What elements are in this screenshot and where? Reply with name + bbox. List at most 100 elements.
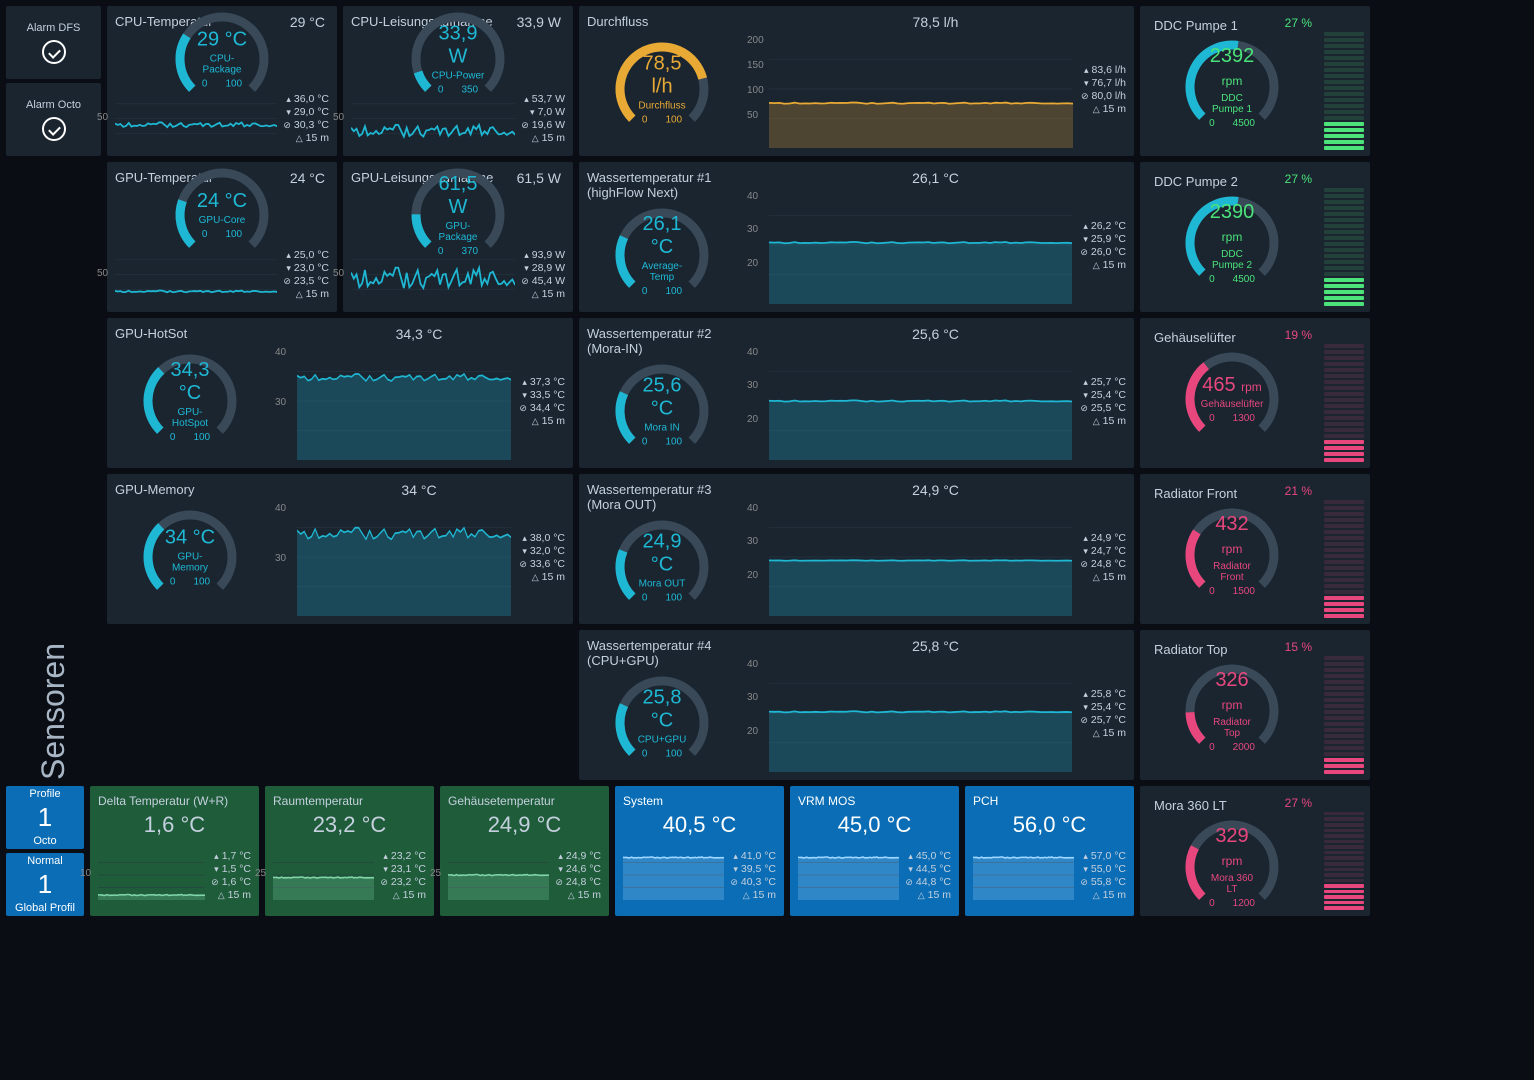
- panel-top-value: 33,9 W: [517, 14, 561, 30]
- panel-gpu-temp[interactable]: GPU-Temperatur 24 °C 24 °C GPU-Core 0100…: [107, 162, 337, 312]
- stats: 57,0 °C55,0 °C55,8 °C15 m: [1080, 850, 1126, 901]
- panel-radiator-front[interactable]: Radiator Front 21 % 432 rpm Radiator Fro…: [1140, 474, 1370, 624]
- panel-title: Delta Temperatur (W+R): [98, 794, 251, 808]
- panel-value: 56,0 °C: [973, 812, 1126, 838]
- mini-chart: 25: [273, 850, 374, 900]
- panel-cpu-power[interactable]: CPU-Leisungsaufnahme 33,9 W 33,9 W CPU-P…: [343, 6, 573, 156]
- panel-title: DDC Pumpe 1: [1154, 18, 1238, 33]
- alarm-column: Alarm DFS Alarm Octo: [6, 6, 101, 156]
- profile-value: 1: [38, 869, 52, 900]
- panel-delta-temp[interactable]: Delta Temperatur (W+R) 1,6 °C 10 1,7 °C1…: [90, 786, 259, 916]
- profile-global[interactable]: Normal 1 Global Profil: [6, 853, 84, 916]
- fan-bars: [1324, 12, 1364, 150]
- panel-title: VRM MOS: [798, 794, 951, 808]
- panel-water-temp-2[interactable]: Wassertemperatur #2 (Mora-IN) 25,6 °C Mo…: [579, 318, 1134, 468]
- chart: 403020: [769, 498, 1072, 616]
- gauge: 34,3 °C GPU-HotSpot 0100: [135, 346, 245, 456]
- mini-chart: [623, 850, 724, 900]
- fan-percent: 15 %: [1285, 640, 1312, 654]
- mini-chart: 50 25,0 °C23,0 °C23,5 °C15 m: [115, 245, 329, 305]
- panel-title: System: [623, 794, 776, 808]
- fan-percent: 19 %: [1285, 328, 1312, 342]
- panel-radiator-top[interactable]: Radiator Top 15 % 326 rpm Radiator Top 0…: [1140, 630, 1370, 780]
- fan-percent: 27 %: [1285, 16, 1312, 30]
- profile-column: Profile 1 Octo Normal 1 Global Profil: [6, 786, 84, 916]
- panel-top-value: 25,6 °C: [745, 326, 1126, 342]
- panel-top-value: 61,5 W: [517, 170, 561, 186]
- panel-title: Gehäusetemperatur: [448, 794, 601, 808]
- profile-sub: Global Profil: [15, 902, 75, 914]
- panel-value: 40,5 °C: [623, 812, 776, 838]
- mini-chart: [973, 850, 1074, 900]
- stats: 25,0 °C23,0 °C23,5 °C15 m: [283, 249, 329, 300]
- panel-pch-temp[interactable]: PCH 56,0 °C 57,0 °C55,0 °C55,8 °C15 m: [965, 786, 1134, 916]
- panel-title: DDC Pumpe 2: [1154, 174, 1238, 189]
- panel-top-value: 24,9 °C: [745, 482, 1126, 498]
- gauge: 2392 rpm DDC Pumpe 1 04500: [1177, 32, 1287, 142]
- panel-water-temp-1[interactable]: Wassertemperatur #1 (highFlow Next) 26,1…: [579, 162, 1134, 312]
- panel-value: 1,6 °C: [98, 812, 251, 838]
- chart: 4030: [297, 498, 511, 616]
- profile-octo[interactable]: Profile 1 Octo: [6, 786, 84, 849]
- panel-title: Wassertemperatur #2 (Mora-IN): [587, 326, 737, 356]
- stats: 53,7 W7,0 W19,6 W15 m: [521, 93, 565, 144]
- panel-title: Wassertemperatur #3 (Mora OUT): [587, 482, 737, 512]
- panel-title: GPU-HotSot: [115, 326, 265, 341]
- panel-gpu-hotspot[interactable]: GPU-HotSot 34,3 °C GPU-HotSpot 0100 34,3…: [107, 318, 573, 468]
- gauge: 24,9 °C Mora OUT 0100: [607, 512, 717, 622]
- profile-sub: Octo: [33, 835, 56, 847]
- panel-value: 45,0 °C: [798, 812, 951, 838]
- alarm-label: Alarm DFS: [27, 22, 81, 34]
- panel-water-temp-4[interactable]: Wassertemperatur #4 (CPU+GPU) 25,8 °C CP…: [579, 630, 1134, 780]
- panel-system-temp[interactable]: System 40,5 °C 41,0 °C39,5 °C40,3 °C15 m: [615, 786, 784, 916]
- alarm-octo[interactable]: Alarm Octo: [6, 83, 101, 156]
- panel-value: 24,9 °C: [448, 812, 601, 838]
- sidebar-title-area: Sensoren: [6, 162, 101, 780]
- gauge: 432 rpm Radiator Front 01500: [1177, 500, 1287, 610]
- stats: 24,9 °C24,7 °C24,8 °C15 m: [1080, 532, 1126, 583]
- mini-chart: 25: [448, 850, 549, 900]
- stats: 25,7 °C25,4 °C25,5 °C15 m: [1080, 376, 1126, 427]
- mini-chart: 10: [98, 850, 205, 900]
- alarm-dfs[interactable]: Alarm DFS: [6, 6, 101, 79]
- fan-bars: [1324, 636, 1364, 774]
- gauge: 326 rpm Radiator Top 02000: [1177, 656, 1287, 766]
- panel-cpu-temp[interactable]: CPU-Temperatur 29 °C 29 °C CPU-Package 0…: [107, 6, 337, 156]
- panel-raum-temp[interactable]: Raumtemperatur 23,2 °C 25 23,2 °C23,1 °C…: [265, 786, 434, 916]
- panel-gehaeuse-temp[interactable]: Gehäusetemperatur 24,9 °C 25 24,9 °C24,6…: [440, 786, 609, 916]
- panel-title: Durchfluss: [587, 14, 737, 29]
- stats: 38,0 °C32,0 °C33,6 °C15 m: [519, 532, 565, 583]
- panel-ddc-pumpe-2[interactable]: DDC Pumpe 2 27 % 2390 rpm DDC Pumpe 2 04…: [1140, 162, 1370, 312]
- gauge: 25,6 °C Mora IN 0100: [607, 356, 717, 466]
- stats: 24,9 °C24,6 °C24,8 °C15 m: [555, 850, 601, 901]
- stats: 36,0 °C29,0 °C30,3 °C15 m: [283, 93, 329, 144]
- fan-bars: [1324, 792, 1364, 910]
- chart: 403020: [769, 342, 1072, 460]
- panel-title: Radiator Front: [1154, 486, 1237, 501]
- panel-water-temp-3[interactable]: Wassertemperatur #3 (Mora OUT) 24,9 °C M…: [579, 474, 1134, 624]
- gauge: 465 rpm Gehäuselüfter 01300: [1177, 344, 1287, 454]
- profile-value: 1: [38, 802, 52, 833]
- panel-top-value: 26,1 °C: [745, 170, 1126, 186]
- panel-vrm-temp[interactable]: VRM MOS 45,0 °C 45,0 °C44,5 °C44,8 °C15 …: [790, 786, 959, 916]
- panel-gpu-memory[interactable]: GPU-Memory 34 °C GPU-Memory 0100 34 °C 4…: [107, 474, 573, 624]
- panel-mora-360[interactable]: Mora 360 LT 27 % 329 rpm Mora 360 LT 012…: [1140, 786, 1370, 916]
- panel-title: Radiator Top: [1154, 642, 1227, 657]
- panel-gpu-power[interactable]: GPU-Leisungsaufnahme 61,5 W 61,5 W GPU-P…: [343, 162, 573, 312]
- mini-chart: 50 36,0 °C29,0 °C30,3 °C15 m: [115, 89, 329, 149]
- panel-ddc-pumpe-1[interactable]: DDC Pumpe 1 27 % 2392 rpm DDC Pumpe 1 04…: [1140, 6, 1370, 156]
- check-icon: [42, 117, 66, 141]
- panel-durchfluss[interactable]: Durchfluss 78,5 l/h Durchfluss 0100 78,5…: [579, 6, 1134, 156]
- panel-title: Mora 360 LT: [1154, 798, 1227, 813]
- gauge: 25,8 °C CPU+GPU 0100: [607, 668, 717, 778]
- panel-top-value: 24 °C: [290, 170, 325, 186]
- stats: 37,3 °C33,5 °C34,4 °C15 m: [519, 376, 565, 427]
- panel-title: GPU-Memory: [115, 482, 265, 497]
- panel-title: Wassertemperatur #1 (highFlow Next): [587, 170, 737, 200]
- fan-percent: 27 %: [1285, 172, 1312, 186]
- gauge: 2390 rpm DDC Pumpe 2 04500: [1177, 188, 1287, 298]
- panel-gehaeuseluefter[interactable]: Gehäuselüfter 19 % 465 rpm Gehäuselüfter…: [1140, 318, 1370, 468]
- stats: 83,6 l/h76,7 l/h80,0 l/h15 m: [1081, 64, 1126, 115]
- chart: 403020: [769, 186, 1072, 304]
- panel-title: Wassertemperatur #4 (CPU+GPU): [587, 638, 737, 668]
